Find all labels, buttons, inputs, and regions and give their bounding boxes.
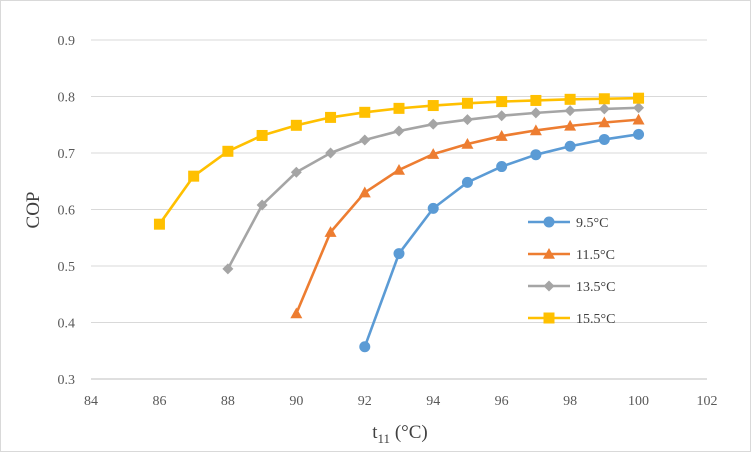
data-point bbox=[598, 133, 610, 145]
y-tick-label: 0.3 bbox=[58, 373, 76, 388]
legend-label: 11.5°C bbox=[576, 248, 615, 263]
data-point bbox=[461, 176, 473, 188]
x-tick-label: 84 bbox=[84, 394, 98, 409]
data-point bbox=[427, 148, 440, 159]
data-point bbox=[496, 96, 508, 108]
x-tick-label: 88 bbox=[221, 394, 235, 409]
data-point bbox=[632, 113, 645, 125]
data-point bbox=[358, 186, 371, 198]
series-diamond bbox=[222, 102, 645, 275]
data-point bbox=[290, 166, 302, 178]
series-square bbox=[153, 92, 645, 230]
data-point bbox=[564, 119, 577, 131]
x-tick-label: 96 bbox=[495, 394, 509, 409]
x-tick-label: 92 bbox=[358, 394, 372, 409]
x-axis-title-unit: (°C) bbox=[390, 422, 428, 443]
data-point bbox=[633, 92, 645, 104]
data-point bbox=[359, 341, 371, 353]
y-tick-label: 0.6 bbox=[58, 204, 76, 219]
data-point bbox=[461, 114, 473, 126]
data-point bbox=[543, 248, 555, 259]
data-point bbox=[598, 103, 610, 115]
x-axis-title-subscript: 11 bbox=[378, 431, 391, 446]
legend-label: 15.5°C bbox=[576, 312, 615, 327]
x-tick-label: 94 bbox=[426, 394, 440, 409]
legend-entry: 15.5°C bbox=[528, 312, 615, 327]
x-tick-label: 86 bbox=[152, 394, 166, 409]
x-tick-label: 90 bbox=[289, 394, 303, 409]
legend-label: 9.5°C bbox=[576, 216, 608, 231]
data-point bbox=[290, 307, 303, 319]
data-point bbox=[598, 116, 611, 128]
legend: 9.5°C 11.5°C 13.5°C 15.5°C bbox=[528, 216, 615, 327]
data-point bbox=[256, 129, 268, 141]
x-tick-label: 98 bbox=[563, 394, 577, 409]
gridlines bbox=[91, 39, 707, 323]
data-point bbox=[495, 130, 508, 141]
legend-entry: 11.5°C bbox=[528, 248, 615, 263]
data-point bbox=[543, 312, 555, 324]
data-point bbox=[290, 119, 302, 131]
legend-entry: 13.5°C bbox=[528, 280, 615, 295]
data-point bbox=[359, 134, 371, 146]
data-point bbox=[325, 111, 337, 123]
data-point bbox=[461, 97, 473, 109]
series-line bbox=[226, 106, 639, 270]
data-point bbox=[530, 149, 542, 161]
data-point bbox=[393, 125, 405, 137]
legend-entry: 9.5°C bbox=[528, 216, 608, 231]
data-point bbox=[564, 105, 576, 117]
data-point bbox=[461, 137, 474, 149]
data-point bbox=[256, 199, 268, 211]
data-point bbox=[633, 128, 645, 140]
y-tick-label: 0.5 bbox=[58, 260, 76, 275]
x-axis-title: t11 (°C) bbox=[372, 422, 428, 446]
series-line bbox=[158, 96, 639, 225]
data-point bbox=[564, 93, 576, 105]
data-point bbox=[564, 140, 576, 152]
tick-labels: 0.3 0.4 0.5 0.6 0.7 0.8 0.9 84 86 88 90 92 94 96 98 100… bbox=[58, 34, 718, 409]
data-point bbox=[222, 263, 234, 275]
y-tick-label: 0.8 bbox=[58, 91, 76, 106]
y-tick-label: 0.9 bbox=[58, 34, 76, 49]
data-point bbox=[324, 226, 337, 237]
data-point bbox=[598, 93, 610, 105]
series-circle bbox=[359, 128, 645, 353]
data-point bbox=[543, 280, 555, 292]
x-tick-label: 102 bbox=[697, 394, 718, 409]
data-point bbox=[153, 218, 165, 230]
data-point bbox=[496, 161, 508, 173]
data-point bbox=[427, 100, 439, 112]
data-point bbox=[222, 145, 234, 157]
data-point bbox=[393, 102, 405, 114]
data-point bbox=[188, 170, 200, 182]
x-axis-title-main: t bbox=[372, 422, 378, 443]
x-tick-label: 100 bbox=[628, 394, 649, 409]
data-point bbox=[427, 118, 439, 130]
y-axis-title: COP bbox=[23, 192, 44, 229]
series-lines bbox=[153, 92, 645, 353]
legend-label: 13.5°C bbox=[576, 280, 615, 295]
data-point bbox=[427, 202, 439, 214]
data-point bbox=[633, 102, 645, 114]
data-point bbox=[496, 110, 508, 122]
data-point bbox=[543, 216, 555, 228]
data-point bbox=[359, 106, 371, 118]
data-point bbox=[530, 107, 542, 119]
data-point bbox=[530, 94, 542, 106]
y-tick-label: 0.4 bbox=[58, 317, 76, 332]
series-triangle bbox=[290, 113, 645, 319]
data-point bbox=[529, 124, 542, 136]
y-tick-label: 0.7 bbox=[58, 147, 76, 162]
data-point bbox=[325, 147, 337, 159]
data-point bbox=[393, 248, 405, 260]
data-point bbox=[393, 163, 405, 175]
